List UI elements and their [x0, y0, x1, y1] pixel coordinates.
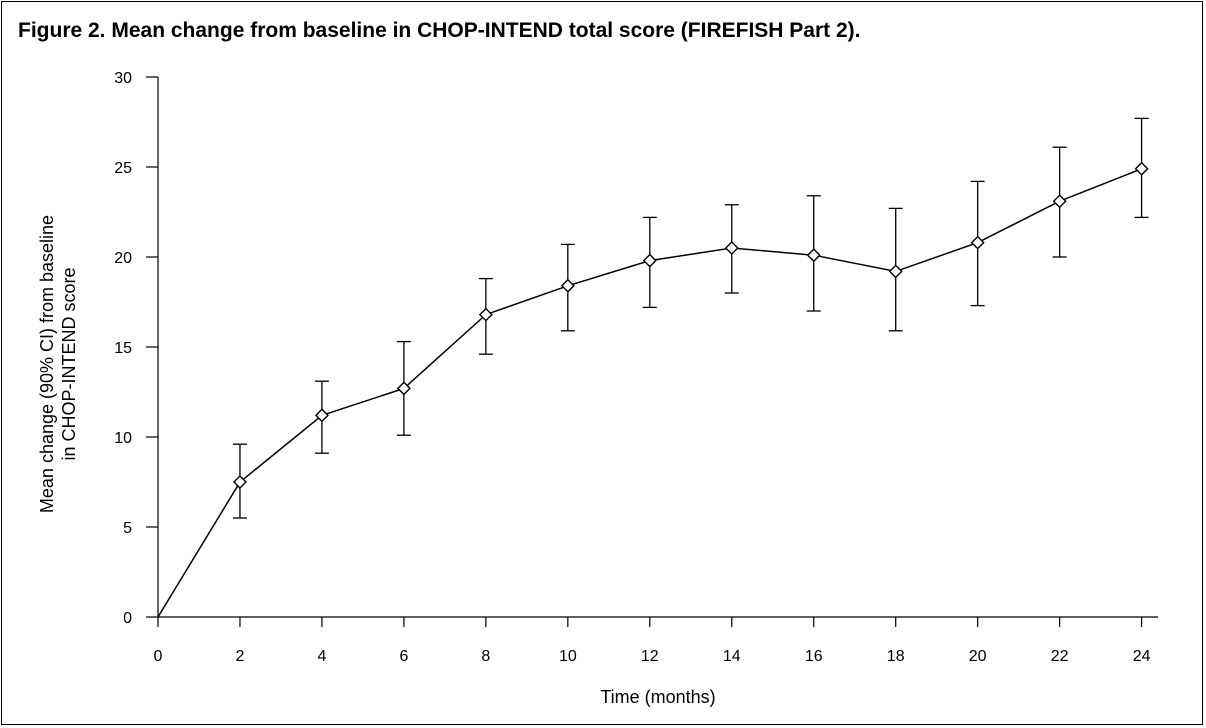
- data-point-marker: [314, 408, 329, 423]
- data-point-marker: [1134, 161, 1149, 176]
- y-tick-label: 15: [114, 340, 132, 357]
- x-tick-label: 20: [969, 648, 987, 665]
- y-tick-label: 5: [123, 520, 132, 537]
- y-tick-label: 10: [114, 430, 132, 447]
- data-point-marker: [232, 475, 247, 489]
- x-tick-label: 4: [317, 648, 326, 665]
- y-tick-label: 25: [114, 160, 132, 177]
- x-tick-label: 6: [399, 648, 408, 665]
- x-tick-label: 0: [154, 648, 163, 665]
- y-tick-label: 0: [123, 610, 132, 627]
- y-tick-label: 30: [114, 70, 132, 87]
- data-point-marker: [478, 307, 493, 322]
- error-bars: [232, 117, 1149, 519]
- data-point-marker: [396, 381, 411, 396]
- data-point-marker: [642, 253, 657, 268]
- x-tick-label: 12: [641, 648, 659, 665]
- x-tick-label: 10: [559, 648, 577, 665]
- x-tick-label: 14: [723, 648, 741, 665]
- axes: [146, 76, 1158, 627]
- y-axis-title-line: in CHOP-INTEND score: [59, 267, 79, 460]
- x-tick-label: 18: [887, 648, 905, 665]
- data-point-marker: [560, 278, 575, 293]
- x-tick-label: 16: [805, 648, 823, 665]
- data-markers: [232, 161, 1149, 489]
- figure-title: Figure 2. Mean change from baseline in C…: [18, 19, 861, 42]
- data-point-marker: [806, 248, 821, 263]
- x-tick-label: 8: [481, 648, 490, 665]
- y-tick-label: 20: [114, 250, 132, 267]
- x-tick-label: 22: [1051, 648, 1069, 665]
- y-axis-title: Mean change (90% CI) from baseline in CHO…: [37, 215, 79, 513]
- data-point-marker: [1052, 194, 1067, 209]
- x-tick-label: 24: [1133, 648, 1151, 665]
- data-point-marker: [724, 241, 739, 255]
- data-point-marker: [970, 235, 985, 250]
- x-axis-title: Time (months): [600, 687, 715, 707]
- data-point-marker: [888, 264, 903, 279]
- y-axis-title-line: Mean change (90% CI) from baseline: [37, 215, 57, 513]
- x-tick-label: 2: [236, 648, 245, 665]
